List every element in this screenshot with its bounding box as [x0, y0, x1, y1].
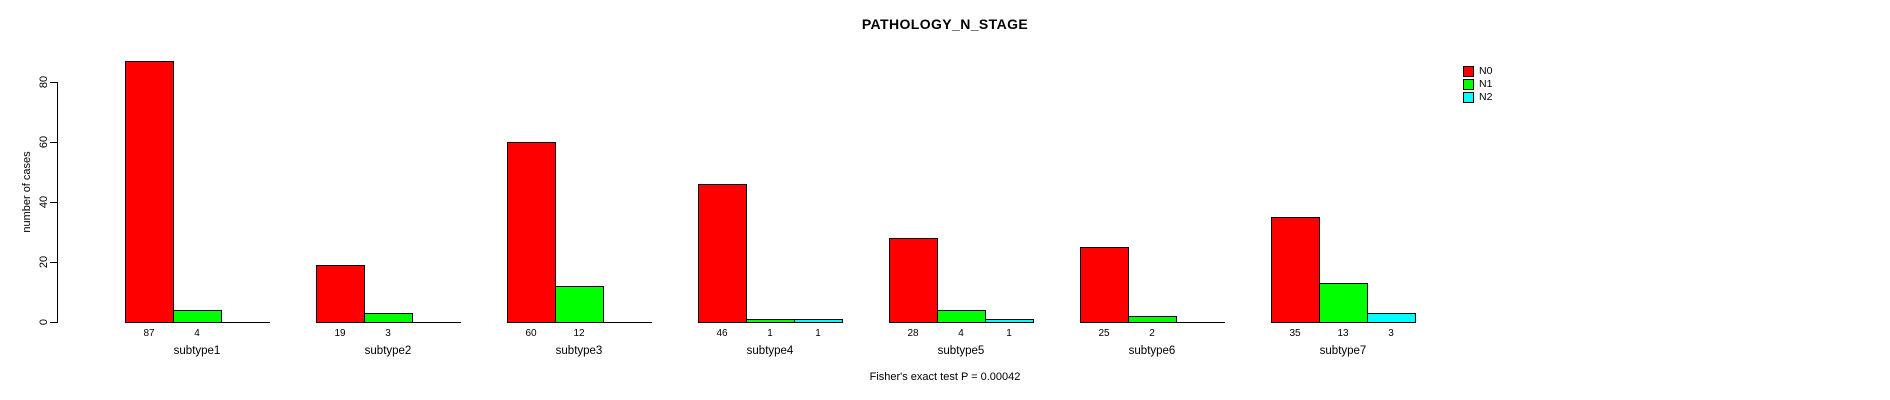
bar-value-label: 1 — [815, 328, 821, 339]
bar-value-label: 4 — [958, 328, 964, 339]
bar-n0-subtype2 — [316, 265, 365, 323]
bar-n1-subtype1 — [173, 310, 222, 323]
y-tick — [50, 322, 57, 323]
legend-swatch-n0 — [1463, 66, 1474, 77]
y-tick — [50, 142, 57, 143]
bar-n0-subtype6 — [1080, 247, 1129, 323]
bar-value-label: 3 — [1388, 328, 1394, 339]
category-label: subtype6 — [1128, 345, 1176, 357]
y-tick — [50, 82, 57, 83]
bar-value-label: 13 — [1337, 328, 1349, 339]
bar-n1-subtype7 — [1319, 283, 1368, 323]
bar-value-label: 4 — [194, 328, 200, 339]
bar-n1-subtype6 — [1128, 316, 1177, 323]
category-label: subtype2 — [364, 345, 412, 357]
y-tick — [50, 262, 57, 263]
bar-value-label: 87 — [143, 328, 155, 339]
legend-swatch-n2 — [1463, 92, 1474, 103]
category-label: subtype7 — [1319, 345, 1367, 357]
chart-title: PATHOLOGY_N_STAGE — [861, 16, 1029, 32]
bar-value-label: 3 — [385, 328, 391, 339]
bar-value-label: 28 — [907, 328, 919, 339]
category-label: subtype1 — [173, 345, 221, 357]
legend-label-n0: N0 — [1479, 65, 1493, 77]
bar-n0-subtype7 — [1271, 217, 1320, 323]
bar-n2-subtype7 — [1367, 313, 1416, 323]
bar-n0-subtype5 — [889, 238, 938, 323]
category-label: subtype3 — [555, 345, 603, 357]
bar-n2-subtype5 — [985, 319, 1034, 323]
bar-value-label: 2 — [1149, 328, 1155, 339]
legend-label-n2: N2 — [1479, 91, 1493, 103]
y-tick — [50, 202, 57, 203]
bar-value-label: 19 — [334, 328, 346, 339]
bar-value-label: 1 — [1006, 328, 1012, 339]
bar-n1-subtype3 — [555, 286, 604, 323]
bar-value-label: 12 — [573, 328, 585, 339]
y-axis-line — [57, 82, 58, 323]
legend-label-n1: N1 — [1479, 78, 1493, 90]
bar-value-label: 25 — [1098, 328, 1110, 339]
bar-n2-subtype4 — [794, 319, 843, 323]
bar-value-label: 46 — [716, 328, 728, 339]
bar-value-label: 1 — [767, 328, 773, 339]
bar-n0-subtype3 — [507, 142, 556, 323]
fisher-test-annotation: Fisher's exact test P = 0.00042 — [869, 371, 1021, 383]
bar-n0-subtype4 — [698, 184, 747, 323]
legend-swatch-n1 — [1463, 79, 1474, 90]
bar-n1-subtype5 — [937, 310, 986, 323]
category-label: subtype5 — [937, 345, 985, 357]
bar-value-label: 60 — [525, 328, 537, 339]
bar-n1-subtype2 — [364, 313, 413, 323]
bar-n0-subtype1 — [125, 61, 174, 323]
bar-value-label: 35 — [1289, 328, 1301, 339]
category-label: subtype4 — [746, 345, 794, 357]
